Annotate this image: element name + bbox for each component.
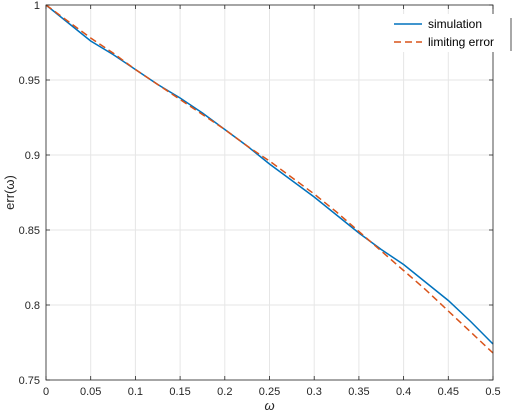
y-tick-label: 1: [34, 0, 40, 12]
x-tick-label: 0: [43, 386, 49, 398]
x-axis-label: ω: [264, 398, 274, 413]
grid: [45, 4, 494, 381]
x-tick-label: 0.2: [217, 386, 232, 398]
x-tick-label: 0.35: [348, 386, 369, 398]
legend: simulation limiting error: [388, 14, 512, 52]
legend-box: [388, 14, 511, 52]
legend-entries: simulation limiting error: [394, 17, 494, 49]
x-tick-label: 0.05: [80, 386, 101, 398]
x-tick-label: 0.45: [438, 386, 459, 398]
series-line-limiting-error: [45, 4, 494, 354]
series-line-simulation: [45, 4, 494, 345]
series-layer: [45, 4, 494, 354]
x-tick-label: 0.5: [485, 386, 500, 398]
y-tick-label: 0.9: [25, 150, 40, 162]
legend-label-simulation: simulation: [428, 17, 482, 31]
x-tick-label: 0.3: [307, 386, 322, 398]
x-tick-label: 0.1: [128, 386, 143, 398]
x-tick-label: 0.15: [169, 386, 190, 398]
y-tick-label: 0.75: [19, 375, 40, 387]
x-tick-label: 0.25: [259, 386, 280, 398]
y-tick-label: 0.95: [19, 75, 40, 87]
y-tick-label: 0.8: [25, 300, 40, 312]
y-tick-label: 0.85: [19, 225, 40, 237]
y-axis-label: err(ω): [2, 175, 17, 210]
axis-ticks: 0 0.05 0.1 0.15 0.2 0.25 0.3 0.35 0.4 0.45 0.5 0.75…: [19, 0, 501, 398]
x-tick-label: 0.4: [396, 386, 411, 398]
legend-label-limiting-error: limiting error: [428, 35, 494, 49]
